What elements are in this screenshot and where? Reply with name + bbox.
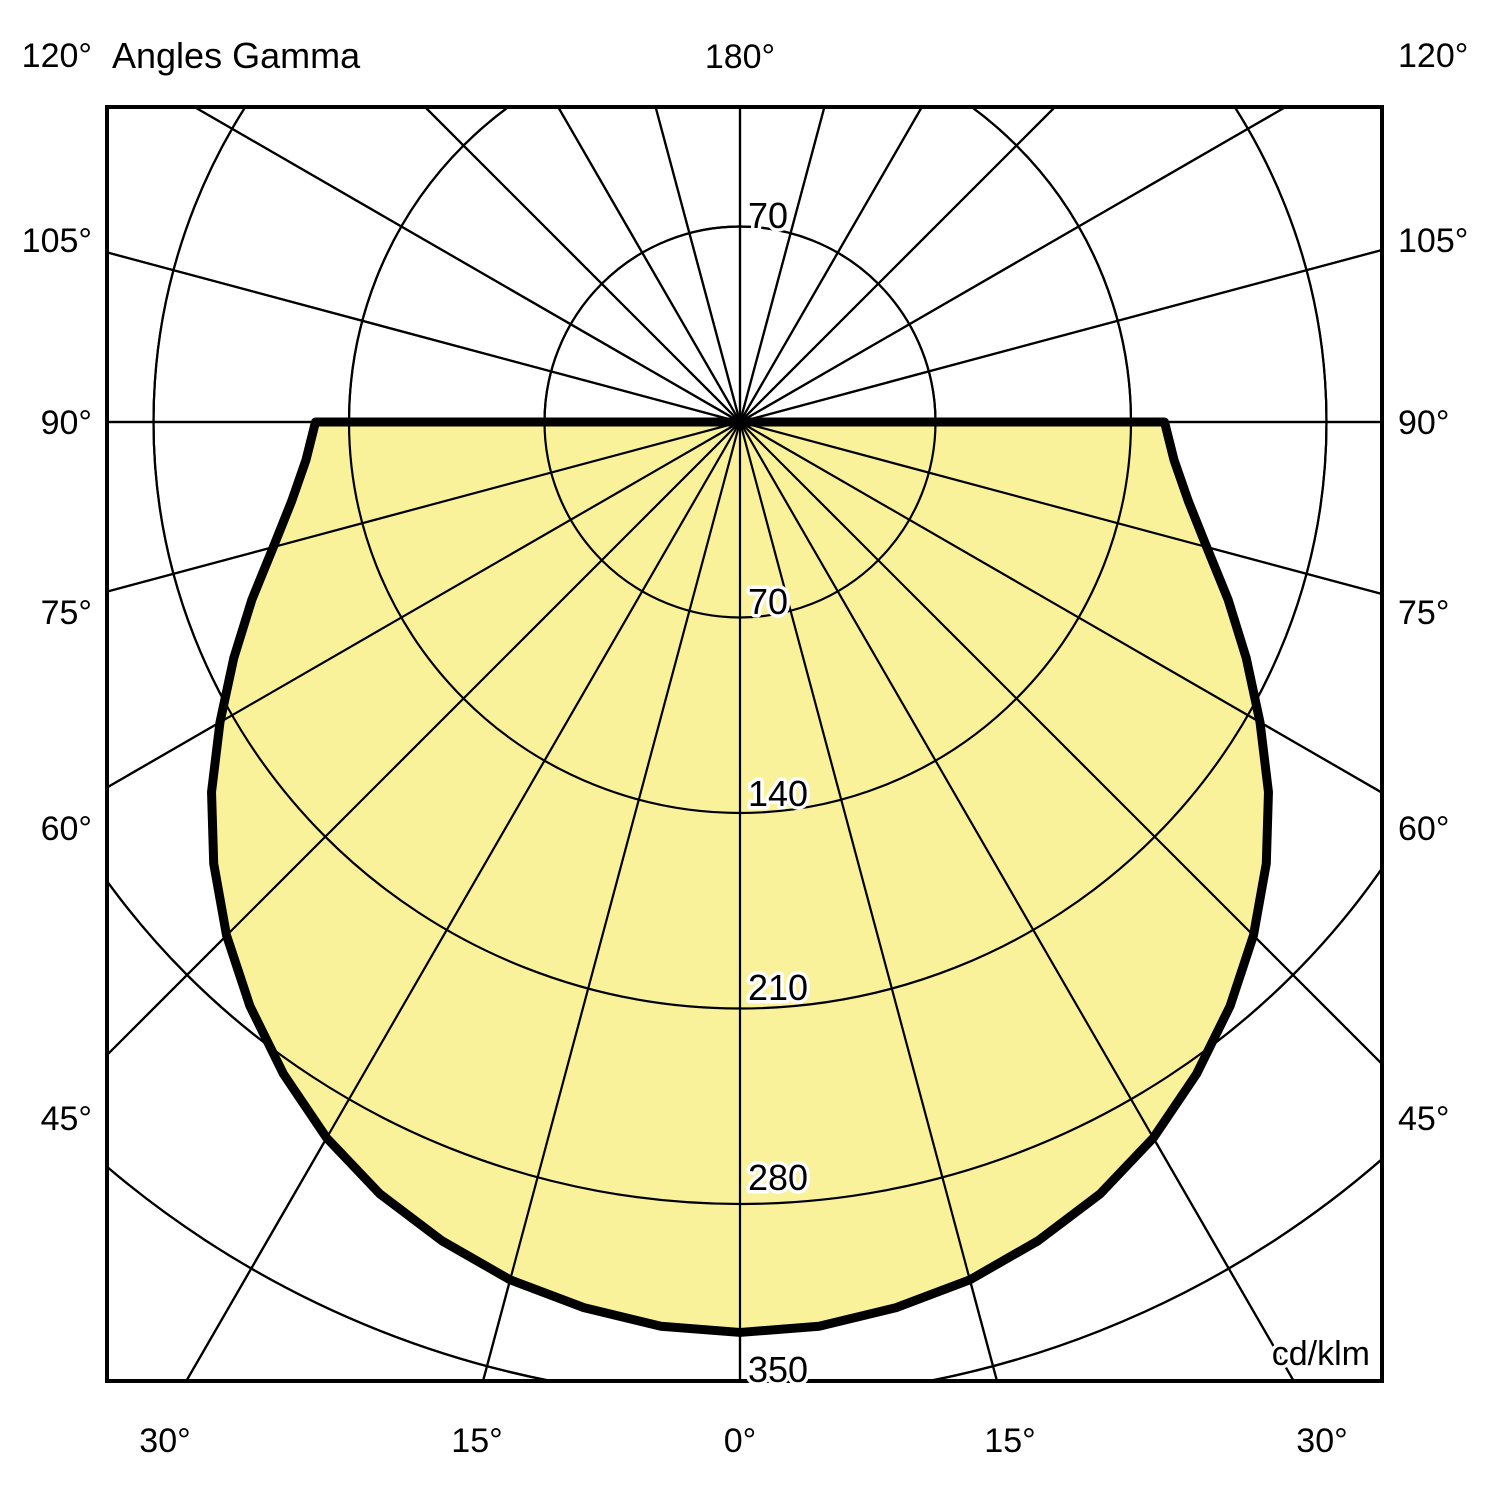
left-gamma-axis-labels: 120° 105° 90° 75° 60° 45° (22, 37, 92, 1138)
page-title: Angles Gamma (112, 35, 361, 76)
gamma-label-left-0: 120° (22, 37, 92, 75)
gamma-label-left-4: 60° (41, 810, 92, 848)
gamma-label-left-1: 105° (22, 222, 92, 260)
ring-value-label-350-5: 350 (748, 1349, 808, 1390)
ring-value-label-210-3: 210 (748, 967, 808, 1008)
gamma-label-bottom-0: 30° (139, 1422, 190, 1460)
ring-value-labels: 70 70 140 210 280 350 (745, 192, 812, 1394)
gamma-label-right-1: 105° (1398, 222, 1468, 260)
bottom-gamma-axis-labels: 30° 15° 0° 15° 30° (139, 1422, 1347, 1460)
gamma-label-bottom-4: 30° (1296, 1422, 1347, 1460)
gamma-label-left-2: 90° (41, 404, 92, 442)
luminous-intensity-curve-outline (207, 415, 1273, 1337)
gamma-label-right-4: 60° (1398, 810, 1449, 848)
ring-value-label-70-1: 70 (748, 581, 788, 622)
gamma-label-left-5: 45° (41, 1100, 92, 1138)
gamma-label-right-3: 75° (1398, 594, 1449, 632)
ring-value-label-70-0: 70 (748, 195, 788, 236)
plot-frame (105, 105, 1384, 1383)
gamma-label-bottom-3: 15° (984, 1422, 1035, 1460)
gamma-label-right-0: 120° (1398, 37, 1468, 75)
axis-label-top-180: 180° (705, 38, 775, 76)
gamma-label-bottom-2: 0° (724, 1422, 757, 1460)
right-gamma-axis-labels: 120° 105° 90° 75° 60° 45° (1398, 37, 1468, 1138)
unit-label-cd-per-klm: cd/klm (1272, 1335, 1370, 1373)
gamma-label-right-2: 90° (1398, 404, 1449, 442)
gamma-label-bottom-1: 15° (451, 1422, 502, 1460)
gamma-label-left-3: 75° (41, 594, 92, 632)
ring-value-label-140-2: 140 (748, 773, 808, 814)
gamma-label-right-5: 45° (1398, 1100, 1449, 1138)
ring-value-label-280-4: 280 (748, 1157, 808, 1198)
